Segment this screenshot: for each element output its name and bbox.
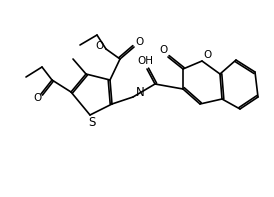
Text: S: S [88, 115, 96, 128]
Text: OH: OH [137, 56, 153, 66]
Text: O: O [159, 45, 167, 55]
Text: N: N [136, 85, 145, 98]
Text: O: O [135, 37, 143, 47]
Text: O: O [33, 93, 41, 103]
Text: O: O [95, 41, 103, 51]
Text: O: O [204, 50, 212, 60]
